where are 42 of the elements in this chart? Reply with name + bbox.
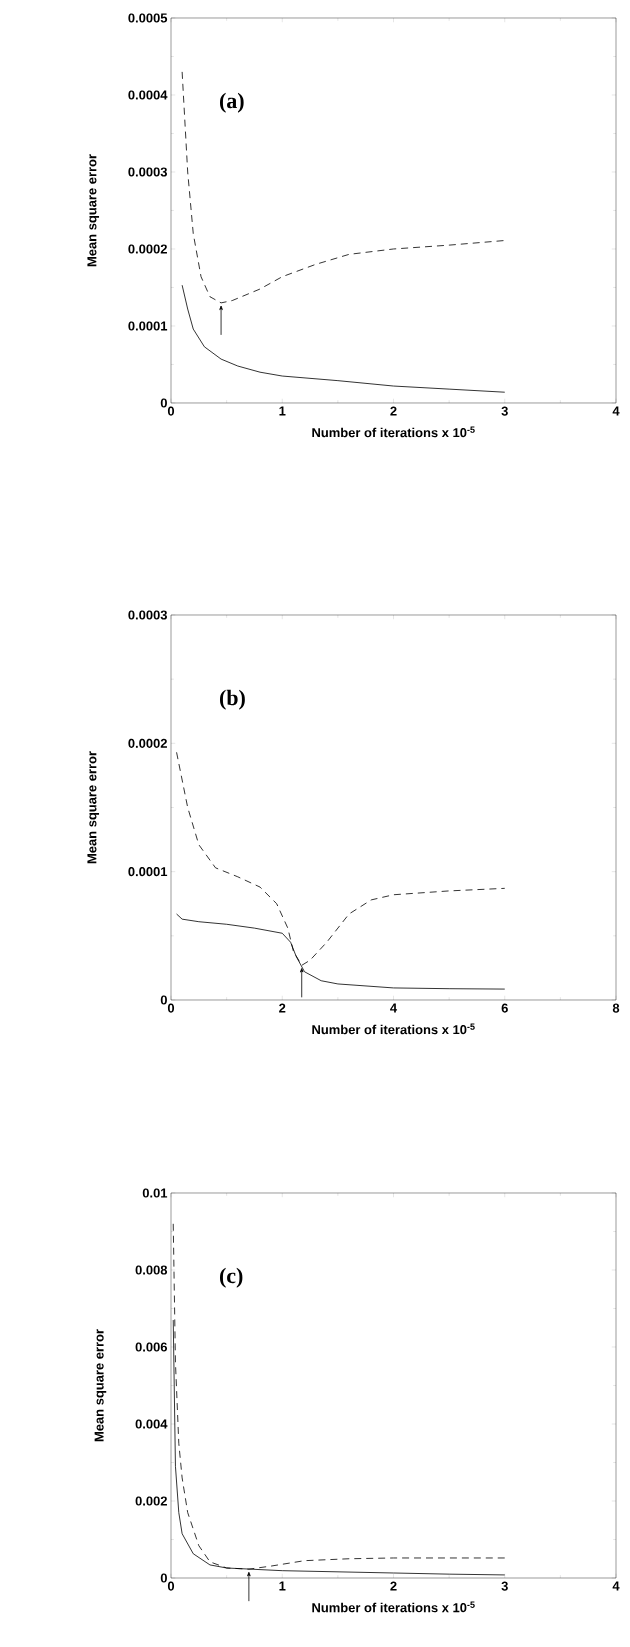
y-tick-label: 0.004	[135, 1419, 168, 1429]
y-tick-label: 0	[160, 398, 167, 408]
x-axis-title: Number of iterations x 10$^{-5}$	[312, 426, 475, 438]
annotation: (a)	[219, 92, 244, 113]
x-tick-label: 2	[390, 406, 397, 416]
annotation: (c)	[219, 1267, 243, 1288]
line-series	[181, 284, 506, 393]
x-axis-title: Number of iterations x 10$^{-5}$	[312, 1601, 475, 1613]
x-tick-label: 0	[167, 1581, 175, 1591]
x-tick-label: 8	[612, 1003, 620, 1013]
y-tick-label: 0.01	[142, 1188, 168, 1198]
y-tick-label: 0.0001	[128, 321, 168, 331]
x-tick-label: 2	[390, 1581, 397, 1591]
x-tick-label: 2	[279, 1003, 286, 1013]
y-tick-label: 0.0005	[128, 13, 168, 23]
y-tick-label: 0.0002	[128, 738, 167, 748]
x-tick-label: 3	[501, 1581, 508, 1591]
x-tick-label: 4	[612, 1581, 620, 1591]
x-tick-label: 0	[167, 406, 175, 416]
y-tick-label: 0.0003	[128, 167, 168, 177]
x-tick-label: 3	[501, 406, 508, 416]
y-tick-label: 0.0001	[128, 867, 168, 877]
x-tick-label: 4	[612, 406, 620, 416]
y-tick-label: 0.006	[135, 1342, 168, 1352]
x-tick-label: 4	[390, 1003, 398, 1013]
y-tick-label: 0.0004	[128, 90, 168, 100]
y-axis-title: Mean square error	[94, 1329, 107, 1442]
x-tick-label: 0	[167, 1003, 175, 1013]
y-tick-label: 0.0003	[128, 610, 168, 620]
y-tick-label: 0.0002	[128, 244, 167, 254]
x-tick-label: 6	[501, 1003, 508, 1013]
y-axis-title: Mean square error	[87, 751, 100, 864]
y-tick-label: 0	[160, 1573, 167, 1583]
line-series	[181, 71, 506, 304]
y-axis-title: Mean square error	[87, 154, 100, 267]
x-axis-title: Number of iterations x 10$^{-5}$	[312, 1023, 475, 1035]
y-tick-label: 0	[160, 995, 167, 1005]
y-tick-label: 0.008	[135, 1265, 168, 1275]
y-tick-label: 0.002	[135, 1496, 167, 1506]
x-tick-label: 1	[279, 1581, 286, 1591]
x-tick-label: 1	[279, 406, 286, 416]
annotation: (b)	[219, 689, 245, 710]
